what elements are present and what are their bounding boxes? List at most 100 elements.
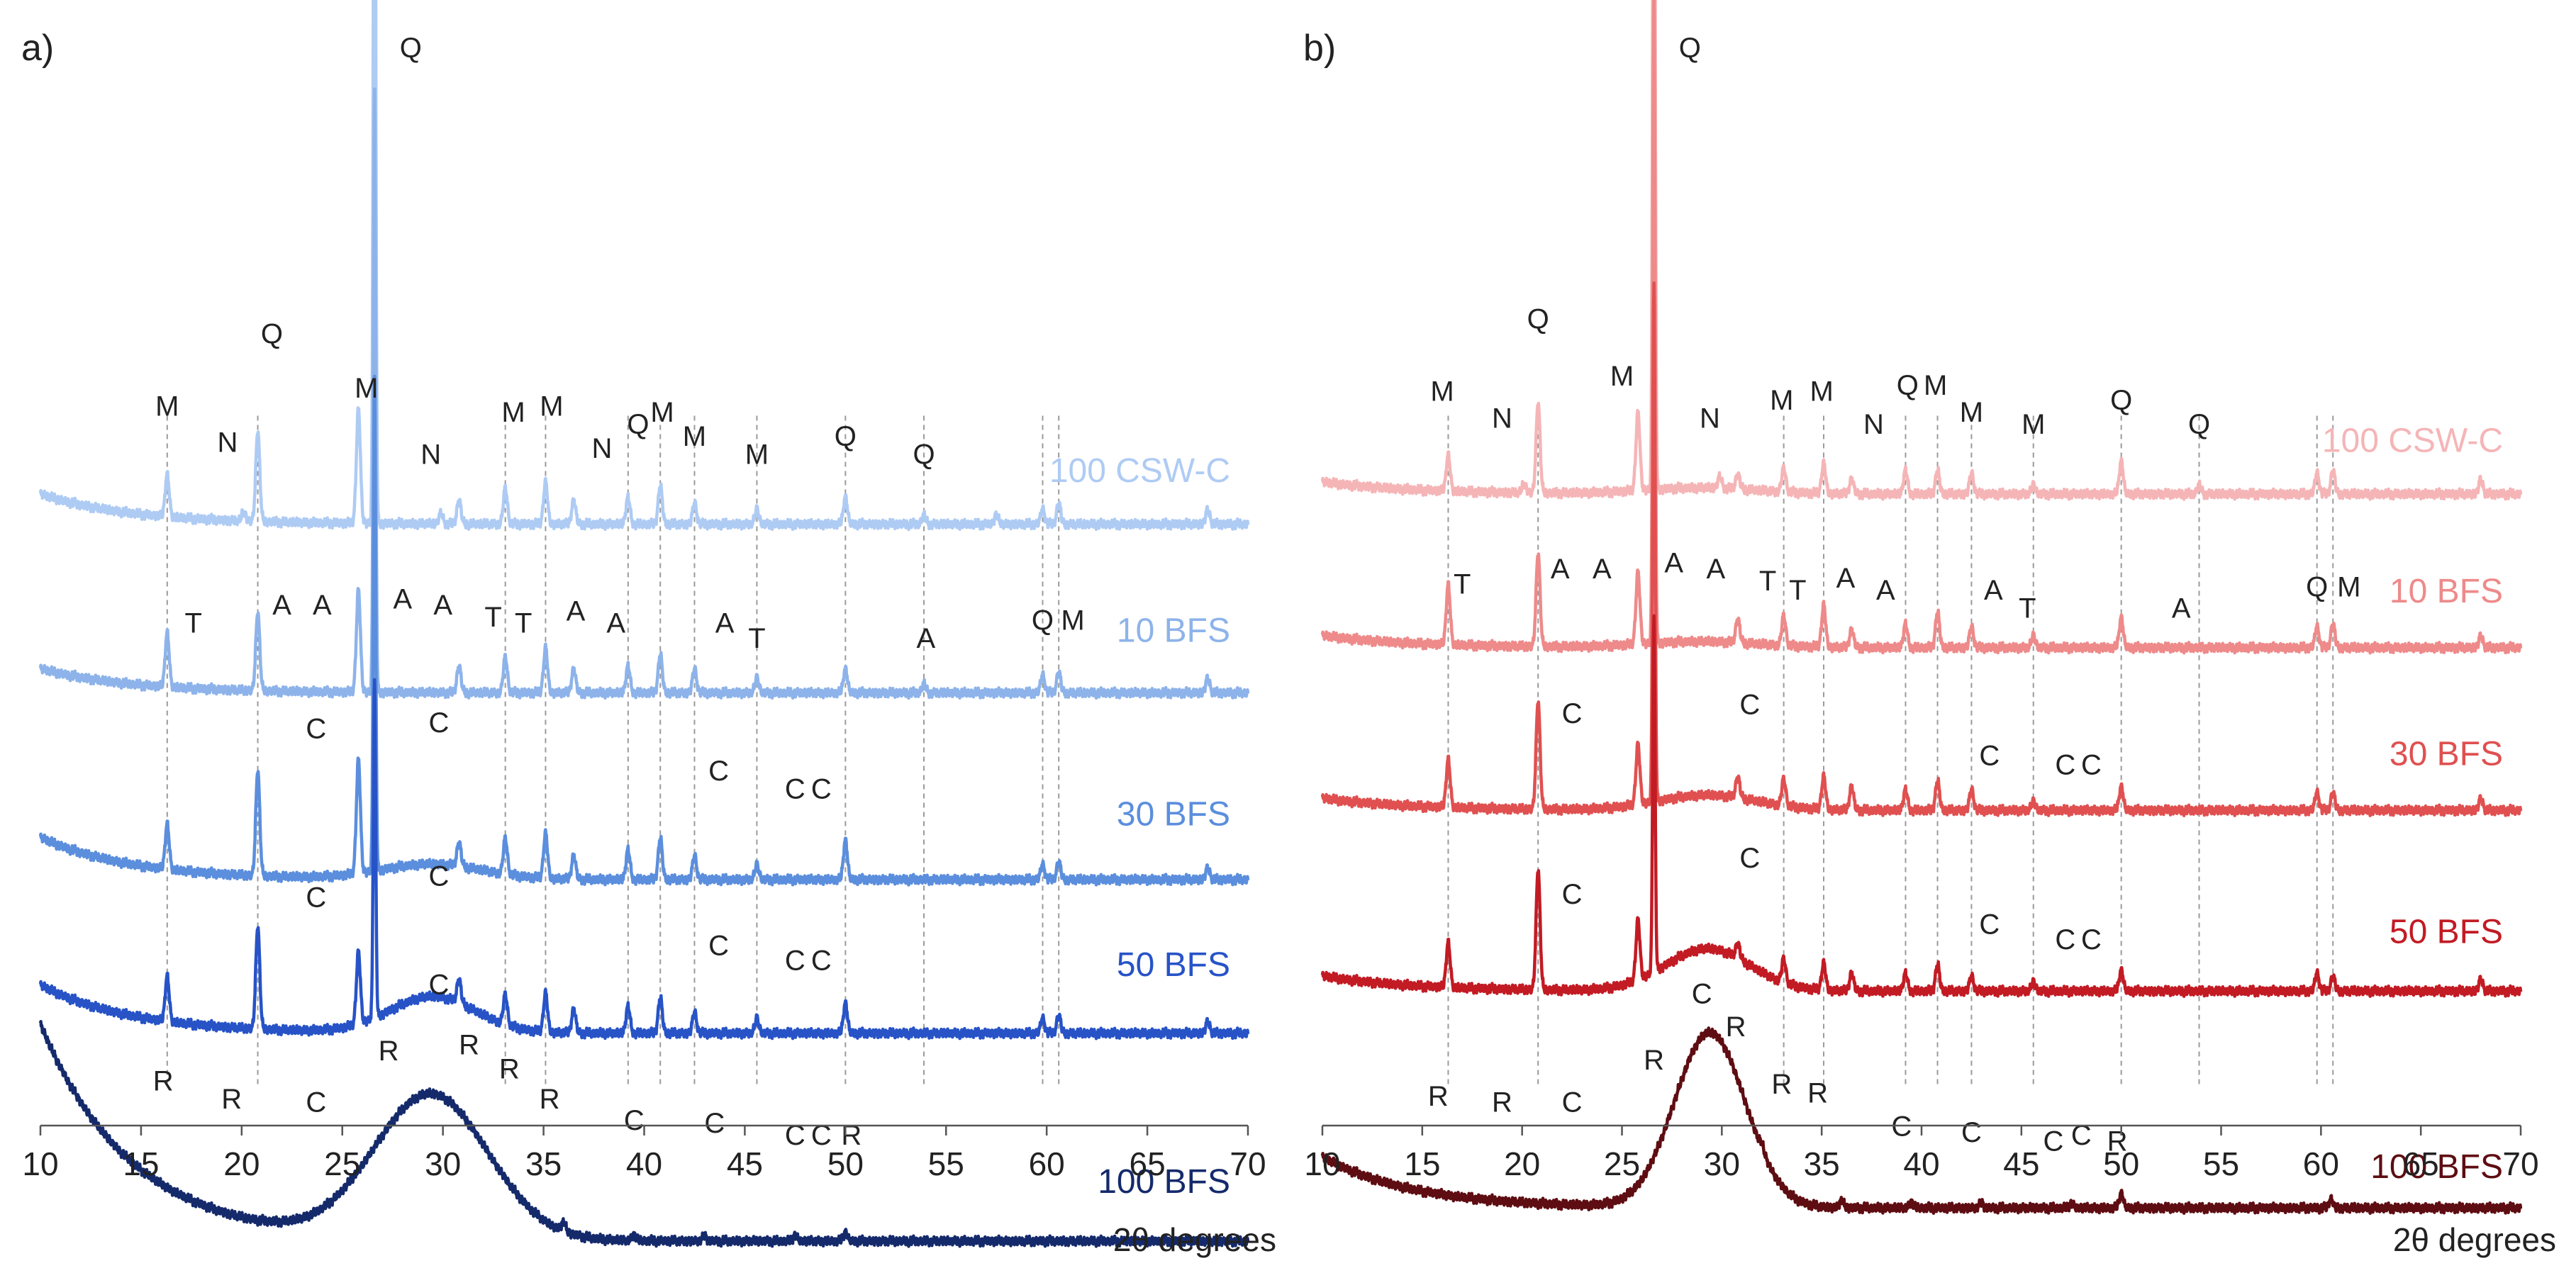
phase-label: T (515, 608, 532, 639)
x-tick-label: 70 (2502, 1145, 2538, 1182)
series-label: 100 CSW-C (2322, 422, 2503, 460)
phase-label: T (2019, 593, 2036, 624)
x-tick-label: 20 (223, 1145, 260, 1182)
series-line (38, 374, 1250, 887)
phase-label: C (2081, 749, 2102, 780)
phase-label: Q (2110, 385, 2132, 416)
phase-label: R (459, 1030, 479, 1061)
phase-label: A (1664, 548, 1683, 579)
phase-label: M (501, 397, 525, 428)
x-tick-label: 15 (123, 1145, 159, 1182)
phase-label: M (540, 391, 563, 422)
phase-label: C (785, 773, 805, 804)
phase-label: Q (1897, 370, 1919, 401)
phase-label: C (1562, 698, 1583, 729)
phase-label: M (1810, 376, 1834, 407)
phase-label: C (811, 946, 832, 977)
phase-label: Q (261, 319, 283, 350)
phase-label: A (1876, 575, 1895, 606)
series-line (1320, 281, 2523, 817)
phase-label: A (2172, 593, 2191, 624)
phase-label: A (1984, 575, 2003, 606)
phase-label: C (306, 882, 326, 913)
phase-label: A (606, 608, 625, 639)
series-label: 30 BFS (2390, 736, 2503, 773)
series-line (38, 0, 1250, 532)
phase-label: C (2055, 924, 2075, 955)
phase-label: C (306, 713, 326, 744)
phase-label: C (2055, 749, 2075, 780)
phase-label: R (221, 1084, 242, 1115)
phase-label: R (379, 1036, 399, 1067)
phase-label: C (1979, 909, 2000, 941)
phase-label: N (1492, 403, 1512, 434)
x-tick-label: 40 (626, 1145, 662, 1182)
phase-label: C (2043, 1126, 2063, 1157)
phase-label: Q (1679, 33, 1701, 64)
phase-label: A (1551, 554, 1570, 585)
phase-label: R (2107, 1126, 2128, 1157)
phase-label: C (708, 756, 729, 787)
series-label: 10 BFS (2390, 573, 2503, 610)
phase-label: N (218, 427, 238, 459)
phase-label: C (429, 970, 450, 1001)
x-tick-label: 50 (2103, 1145, 2139, 1182)
phase-label: M (1610, 361, 1634, 392)
phase-label: C (811, 773, 832, 804)
phase-label: C (2081, 924, 2102, 955)
phase-label: A (1707, 554, 1726, 585)
phase-label: T (1454, 568, 1471, 600)
phase-label: C (704, 1108, 725, 1139)
x-tick-label: 55 (2203, 1145, 2239, 1182)
x-tick-label: 10 (1304, 1145, 1340, 1182)
x-tick-label: 35 (525, 1145, 562, 1182)
phase-label: C (1739, 843, 1760, 874)
phase-label: A (917, 623, 936, 654)
phase-label: Q (1527, 303, 1549, 335)
series-line (1320, 0, 2523, 501)
phase-label: C (1562, 879, 1583, 910)
phase-label: A (567, 596, 586, 627)
phase-label: R (153, 1066, 174, 1097)
x-tick-label: 45 (727, 1145, 763, 1182)
x-tick-label: 60 (2303, 1145, 2339, 1182)
x-axis-title: 2θ degrees (1113, 1221, 1276, 1258)
x-tick-label: 15 (1404, 1145, 1440, 1182)
phase-label: M (355, 373, 378, 404)
phase-label: A (715, 608, 735, 639)
x-tick-label: 50 (827, 1145, 864, 1182)
x-tick-label: 55 (928, 1145, 964, 1182)
phase-label: T (748, 623, 765, 654)
phase-label: M (1770, 385, 1793, 416)
phase-label: C (429, 707, 450, 739)
phase-label: M (2022, 409, 2045, 440)
phase-label: C (785, 946, 805, 977)
series-line (1320, 0, 2523, 655)
x-tick-label: 65 (2403, 1145, 2439, 1182)
x-tick-label: 25 (1604, 1145, 1640, 1182)
phase-label: R (1428, 1081, 1449, 1112)
x-tick-label: 35 (1804, 1145, 1840, 1182)
phase-label: M (2337, 572, 2360, 603)
x-tick-label: 70 (1230, 1145, 1266, 1182)
series-label: 100 BFS (1098, 1163, 1230, 1201)
series-label: 50 BFS (2390, 913, 2503, 950)
panel-label: a) (21, 28, 54, 69)
phase-label: N (1863, 409, 1884, 440)
phase-label: M (745, 439, 769, 471)
phase-label: Q (2188, 409, 2210, 440)
x-axis-title: 2θ degrees (2393, 1221, 2556, 1258)
phase-label: C (429, 861, 450, 892)
series-line (1320, 1026, 2523, 1215)
phase-label: R (1492, 1087, 1512, 1118)
panel-label: b) (1303, 28, 1336, 69)
phase-label: C (708, 930, 729, 961)
phase-label: Q (627, 409, 649, 440)
x-tick-label: 10 (22, 1145, 58, 1182)
phase-label: T (1759, 566, 1776, 597)
phase-label: A (313, 590, 332, 621)
phase-label: C (1961, 1117, 1982, 1148)
